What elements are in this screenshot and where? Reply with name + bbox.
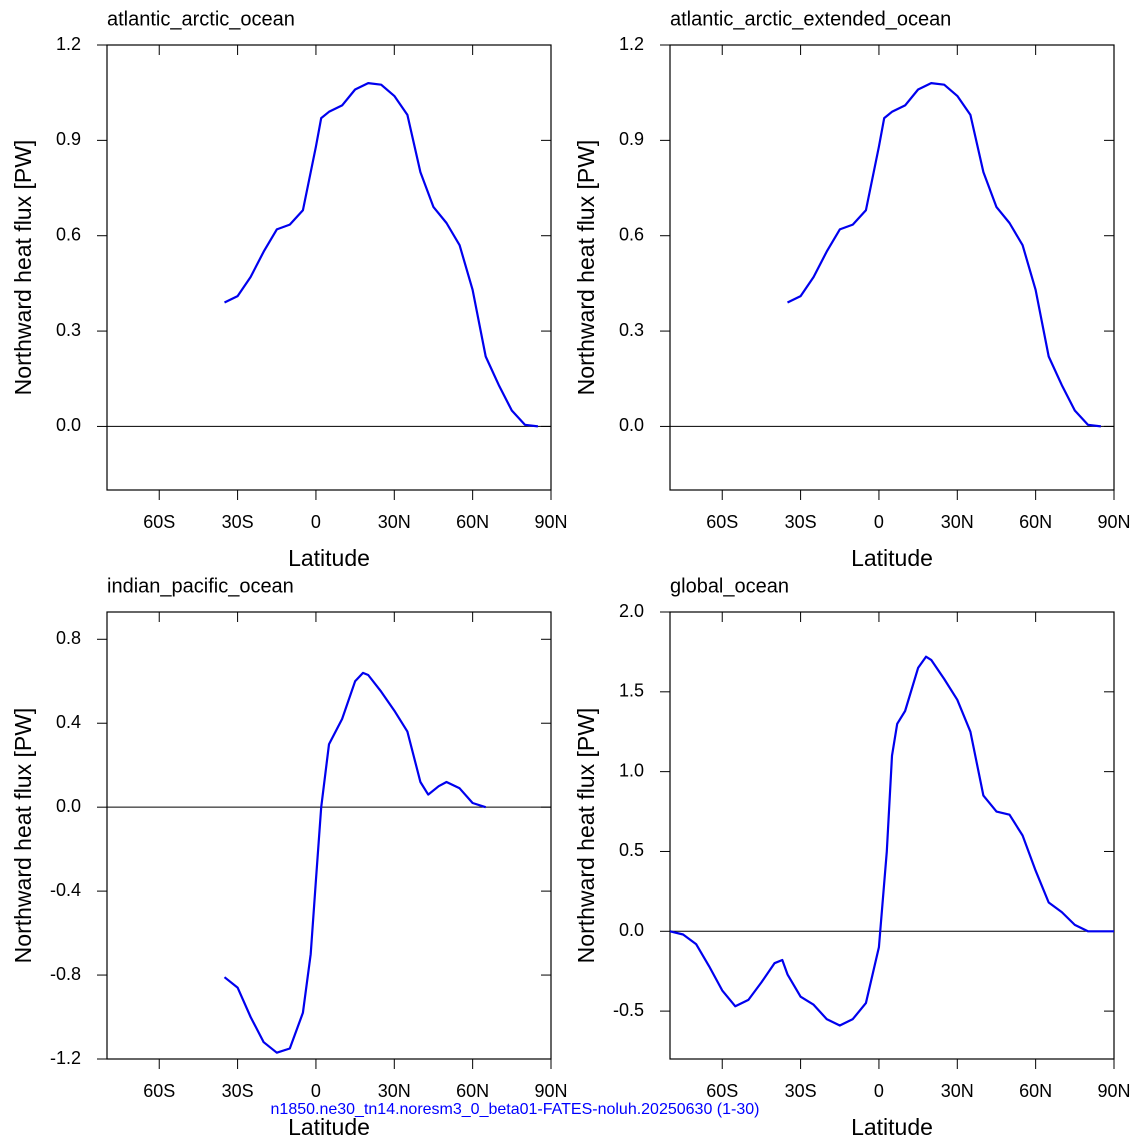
y-tick-label: 2.0 xyxy=(619,601,644,621)
y-tick-label: 0.0 xyxy=(56,796,81,816)
y-axis-label: Northward heat flux [PW] xyxy=(10,708,36,964)
plot-frame xyxy=(669,44,1115,491)
y-tick-label: 0.5 xyxy=(619,840,644,860)
x-tick-label: 60N xyxy=(456,1081,489,1101)
series-line xyxy=(669,655,1114,1027)
panel-title: global_ocean xyxy=(670,575,789,597)
x-tick-label: 0 xyxy=(311,512,321,532)
x-tick-label: 0 xyxy=(874,1081,884,1101)
y-axis-label: Northward heat flux [PW] xyxy=(573,140,599,396)
x-axis-label: Latitude xyxy=(851,545,933,571)
y-tick-label: 0.0 xyxy=(619,920,644,940)
y-tick-label: 1.2 xyxy=(56,34,81,54)
panel-title: indian_pacific_ocean xyxy=(107,575,294,597)
y-tick-label: -0.5 xyxy=(613,1000,644,1020)
x-tick-label: 90N xyxy=(1097,1081,1130,1101)
x-tick-label: 30S xyxy=(785,1081,817,1101)
y-tick-label: 1.5 xyxy=(619,681,644,701)
panel-title: atlantic_arctic_extended_ocean xyxy=(670,8,951,30)
series-line xyxy=(787,82,1102,428)
x-tick-label: 0 xyxy=(311,1081,321,1101)
x-tick-label: 60S xyxy=(143,1081,175,1101)
x-tick-label: 30N xyxy=(378,512,411,532)
x-tick-label: 0 xyxy=(874,512,884,532)
y-tick-label: 1.2 xyxy=(619,34,644,54)
y-tick-label: 0.9 xyxy=(619,129,644,149)
y-tick-label: 0.8 xyxy=(56,628,81,648)
y-tick-label: -1.2 xyxy=(50,1048,81,1068)
series-line xyxy=(223,671,487,1054)
x-tick-label: 60S xyxy=(143,512,175,532)
y-tick-label: -0.8 xyxy=(50,964,81,984)
x-tick-label: 60S xyxy=(706,1081,738,1101)
panel-title: atlantic_arctic_ocean xyxy=(107,8,295,30)
x-tick-label: 60N xyxy=(1019,1081,1052,1101)
y-tick-label: 0.3 xyxy=(56,320,81,340)
plot-frame xyxy=(106,44,552,491)
series-line xyxy=(224,82,539,428)
y-tick-label: -0.4 xyxy=(50,880,81,900)
y-tick-label: 0.6 xyxy=(619,224,644,244)
x-axis-label: Latitude xyxy=(851,1114,933,1140)
x-tick-label: 60S xyxy=(706,512,738,532)
x-tick-label: 30N xyxy=(378,1081,411,1101)
footer: n1850.ne30_tn14.noresm3_0_beta01-FATES-n… xyxy=(271,1101,760,1118)
x-tick-label: 90N xyxy=(534,512,567,532)
x-tick-label: 30S xyxy=(222,512,254,532)
x-tick-label: 60N xyxy=(456,512,489,532)
x-tick-label: 90N xyxy=(534,1081,567,1101)
y-axis-label: Northward heat flux [PW] xyxy=(10,140,36,396)
y-tick-label: 0.3 xyxy=(619,320,644,340)
x-tick-label: 30S xyxy=(222,1081,254,1101)
x-tick-label: 90N xyxy=(1097,512,1130,532)
y-axis-label: Northward heat flux [PW] xyxy=(573,708,599,964)
x-axis-label: Latitude xyxy=(288,1114,370,1140)
plot-frame xyxy=(669,611,1115,1060)
x-tick-label: 60N xyxy=(1019,512,1052,532)
x-tick-label: 30N xyxy=(941,512,974,532)
y-tick-label: 0.9 xyxy=(56,129,81,149)
x-tick-label: 30N xyxy=(941,1081,974,1101)
y-tick-label: 1.0 xyxy=(619,760,644,780)
plot-frame xyxy=(106,611,552,1060)
y-tick-label: 0.6 xyxy=(56,224,81,244)
y-tick-label: 0.4 xyxy=(56,712,81,732)
x-axis-label: Latitude xyxy=(288,545,370,571)
y-tick-label: 0.0 xyxy=(56,415,81,435)
x-tick-label: 30S xyxy=(785,512,817,532)
y-tick-label: 0.0 xyxy=(619,415,644,435)
